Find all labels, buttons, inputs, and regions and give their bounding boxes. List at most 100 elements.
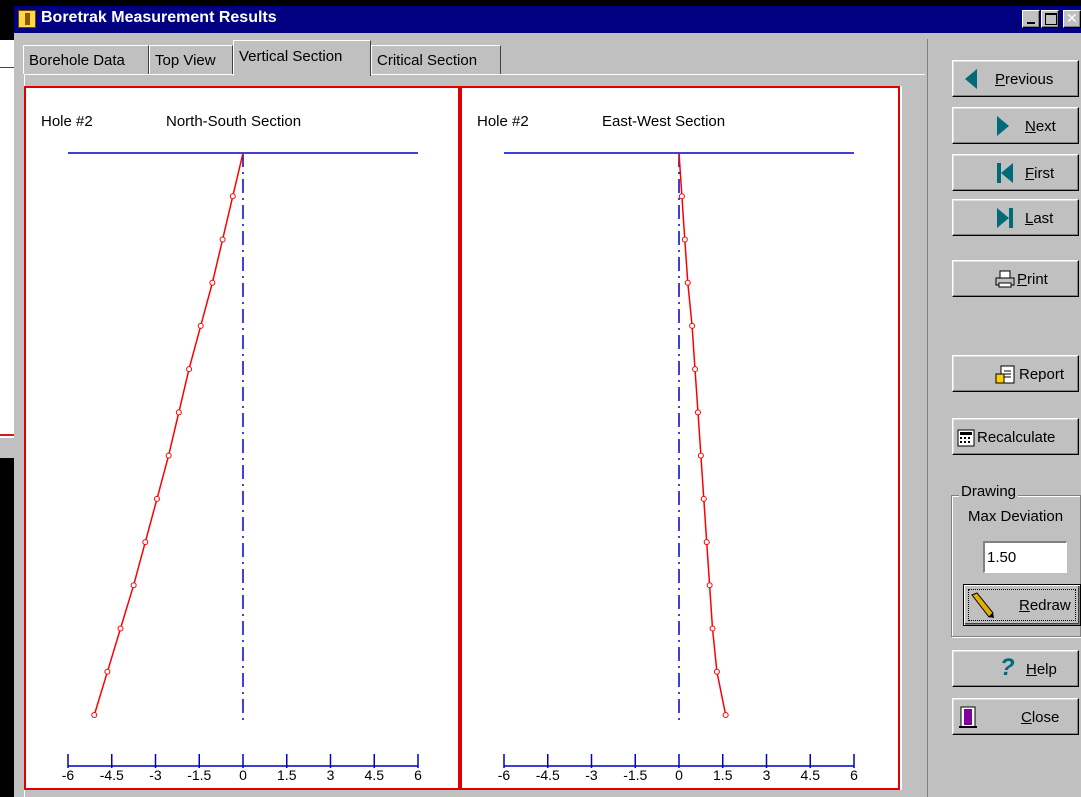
survey-point bbox=[713, 668, 720, 675]
first-button[interactable]: First bbox=[952, 154, 1079, 191]
survey-point bbox=[165, 452, 172, 459]
help-question-icon: ? bbox=[1000, 654, 1015, 681]
background-window-border bbox=[0, 434, 14, 436]
survey-point bbox=[130, 582, 137, 589]
survey-point bbox=[209, 279, 216, 286]
x-tick-label: 1.5 bbox=[277, 767, 297, 783]
survey-point bbox=[681, 236, 688, 243]
survey-point bbox=[706, 582, 713, 589]
max-deviation-input[interactable] bbox=[983, 541, 1067, 573]
survey-point bbox=[678, 193, 685, 200]
x-tick-label: 4.5 bbox=[365, 767, 385, 783]
section-title: East-West Section bbox=[602, 113, 725, 130]
survey-point bbox=[175, 409, 182, 416]
navigation-panel: Previous Next First Last Print bbox=[927, 39, 1081, 797]
title-bar[interactable]: Boretrak Measurement Results bbox=[14, 6, 1081, 33]
tab-label: Vertical Section bbox=[239, 48, 343, 65]
focus-rectangle bbox=[968, 589, 1076, 621]
window-close-button[interactable] bbox=[1063, 10, 1081, 28]
borehole-path-line bbox=[93, 152, 244, 716]
recalculate-label: Recalculate bbox=[977, 429, 1056, 446]
background-window-line bbox=[0, 67, 14, 68]
close-button[interactable]: Close bbox=[952, 698, 1079, 735]
previous-label: Previous bbox=[995, 71, 1054, 88]
x-tick-label: -1.5 bbox=[623, 767, 647, 783]
tab-borehole-data[interactable]: Borehole Data bbox=[23, 45, 149, 74]
survey-point bbox=[91, 712, 98, 718]
section-panel-border bbox=[460, 86, 900, 790]
x-tick-label: -1.5 bbox=[187, 767, 211, 783]
previous-arrow-icon bbox=[965, 69, 977, 89]
exit-door-icon bbox=[959, 706, 977, 728]
drawing-group-label: Drawing bbox=[959, 483, 1019, 500]
background-window-edge bbox=[0, 438, 14, 458]
tab-critical-section[interactable]: Critical Section bbox=[371, 45, 501, 74]
survey-point bbox=[197, 322, 204, 329]
survey-point bbox=[709, 625, 716, 632]
tab-label: Top View bbox=[155, 52, 216, 69]
report-button[interactable]: Report bbox=[952, 355, 1079, 392]
x-tick-label: -6 bbox=[62, 767, 75, 783]
survey-point bbox=[684, 279, 691, 286]
x-tick-label: -4.5 bbox=[536, 767, 560, 783]
results-window: Boretrak Measurement Results Borehole Da… bbox=[14, 6, 1081, 797]
previous-button[interactable]: Previous bbox=[952, 60, 1079, 97]
printer-icon bbox=[995, 270, 1015, 288]
last-label: Last bbox=[1025, 210, 1054, 227]
x-tick-label: -3 bbox=[149, 767, 162, 783]
report-label: Report bbox=[1019, 366, 1065, 383]
print-button[interactable]: Print bbox=[952, 260, 1079, 297]
window-title: Boretrak Measurement Results bbox=[41, 9, 277, 26]
next-arrow-icon bbox=[997, 116, 1009, 136]
minimize-button[interactable] bbox=[1022, 10, 1040, 28]
redraw-button[interactable]: Redraw bbox=[963, 584, 1081, 626]
close-label: Close bbox=[1021, 709, 1060, 726]
recalculate-button[interactable]: Recalculate bbox=[952, 418, 1079, 455]
tab-vertical-section[interactable]: Vertical Section bbox=[233, 40, 371, 76]
survey-point bbox=[689, 322, 696, 329]
survey-point bbox=[142, 539, 149, 546]
x-tick-label: 3 bbox=[763, 767, 771, 783]
borehole-path-line bbox=[678, 152, 727, 716]
survey-point bbox=[722, 712, 729, 718]
help-button[interactable]: ? Help bbox=[952, 650, 1079, 687]
next-label: Next bbox=[1025, 118, 1056, 135]
survey-point bbox=[117, 625, 124, 632]
next-button[interactable]: Next bbox=[952, 107, 1079, 144]
survey-point bbox=[697, 452, 704, 459]
pencil-icon bbox=[971, 592, 994, 618]
hole-label: Hole #2 bbox=[41, 113, 93, 130]
report-icon bbox=[995, 365, 1015, 384]
x-tick-label: 4.5 bbox=[801, 767, 821, 783]
survey-point bbox=[229, 193, 236, 200]
last-record-icon bbox=[997, 208, 1013, 228]
last-button[interactable]: Last bbox=[952, 199, 1079, 236]
background-window bbox=[0, 40, 14, 438]
survey-point bbox=[186, 366, 193, 373]
first-record-icon bbox=[997, 163, 1013, 183]
tab-label: Critical Section bbox=[377, 52, 478, 69]
survey-point bbox=[703, 539, 710, 546]
survey-point bbox=[219, 236, 226, 243]
first-label: First bbox=[1025, 165, 1055, 182]
x-tick-label: 0 bbox=[675, 767, 683, 783]
plot-area bbox=[24, 86, 902, 790]
vertical-section-charts: Hole #2 North-South Section -6 -4.5 -3 -1.5 0 1… bbox=[24, 86, 900, 790]
tab-top-view[interactable]: Top View bbox=[149, 45, 233, 74]
maximize-button[interactable] bbox=[1041, 10, 1059, 28]
survey-point bbox=[694, 409, 701, 416]
max-deviation-label: Max Deviation bbox=[968, 508, 1064, 525]
print-label: Print bbox=[1017, 271, 1048, 288]
x-tick-label: 3 bbox=[327, 767, 335, 783]
x-tick-label: 1.5 bbox=[713, 767, 733, 783]
survey-point bbox=[104, 668, 111, 675]
x-tick-label: -3 bbox=[585, 767, 598, 783]
help-label: Help bbox=[1026, 661, 1057, 678]
boretrak-app-icon[interactable] bbox=[18, 10, 36, 28]
tab-label: Borehole Data bbox=[29, 52, 125, 69]
x-tick-label: 0 bbox=[239, 767, 247, 783]
x-tick-label: 6 bbox=[414, 767, 422, 783]
survey-point bbox=[153, 495, 160, 502]
hole-label: Hole #2 bbox=[477, 113, 529, 130]
x-tick-label: -6 bbox=[498, 767, 511, 783]
